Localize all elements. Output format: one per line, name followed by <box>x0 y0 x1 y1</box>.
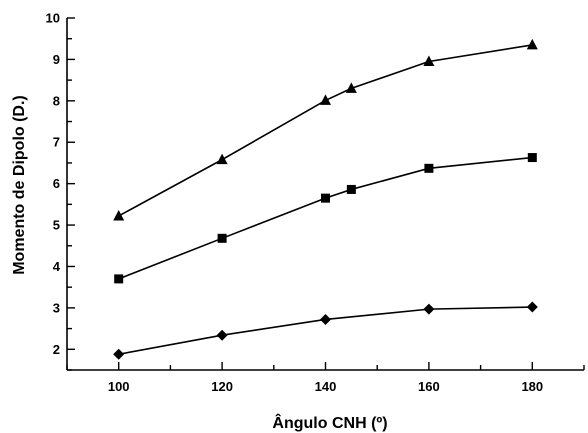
triangle-marker <box>113 209 125 221</box>
series-line <box>118 44 533 217</box>
diamond-marker <box>113 348 125 360</box>
y-tick-label: 4 <box>53 259 61 274</box>
square-marker <box>321 193 330 203</box>
triangle-marker <box>320 94 331 105</box>
y-axis-title: Momento de Dipolo (D.) <box>11 95 28 275</box>
diamond-marker <box>423 303 435 315</box>
x-tick-label: 140 <box>315 379 337 394</box>
series-layer <box>113 38 538 360</box>
square-marker <box>346 184 356 194</box>
x-tick-label: 160 <box>418 379 440 394</box>
y-tick-label: 9 <box>53 52 60 67</box>
x-tick-label: 100 <box>108 379 130 394</box>
square-marker <box>527 153 537 163</box>
y-tick-label: 7 <box>53 135 60 150</box>
triangle-marker <box>526 38 538 50</box>
ticks: 2 3 4 5 6 7 8 9 10 100 120 140 160 180 <box>46 11 585 394</box>
triangle-marker <box>216 153 228 165</box>
y-tick-label: 8 <box>53 93 60 108</box>
y-tick-label: 3 <box>53 300 60 315</box>
y-tick-label: 10 <box>46 11 60 26</box>
square-marker <box>114 274 124 284</box>
x-tick-label: 180 <box>521 379 543 394</box>
diamond-marker <box>526 301 538 313</box>
y-tick-label: 2 <box>53 342 60 357</box>
square-marker <box>424 163 434 173</box>
square-marker <box>217 233 227 243</box>
series-square <box>114 153 537 284</box>
series-line <box>118 156 533 280</box>
y-tick-label: 5 <box>53 218 60 233</box>
x-tick-label: 120 <box>211 379 233 394</box>
y-tick-label: 6 <box>53 176 60 191</box>
series-triangle <box>113 38 538 221</box>
x-axis-title: Ângulo CNH (º) <box>272 413 387 432</box>
diamond-marker <box>320 313 331 325</box>
diamond-marker <box>216 329 228 341</box>
triangle-marker <box>423 55 435 66</box>
triangle-marker <box>345 82 357 93</box>
series-diamond <box>113 301 538 360</box>
